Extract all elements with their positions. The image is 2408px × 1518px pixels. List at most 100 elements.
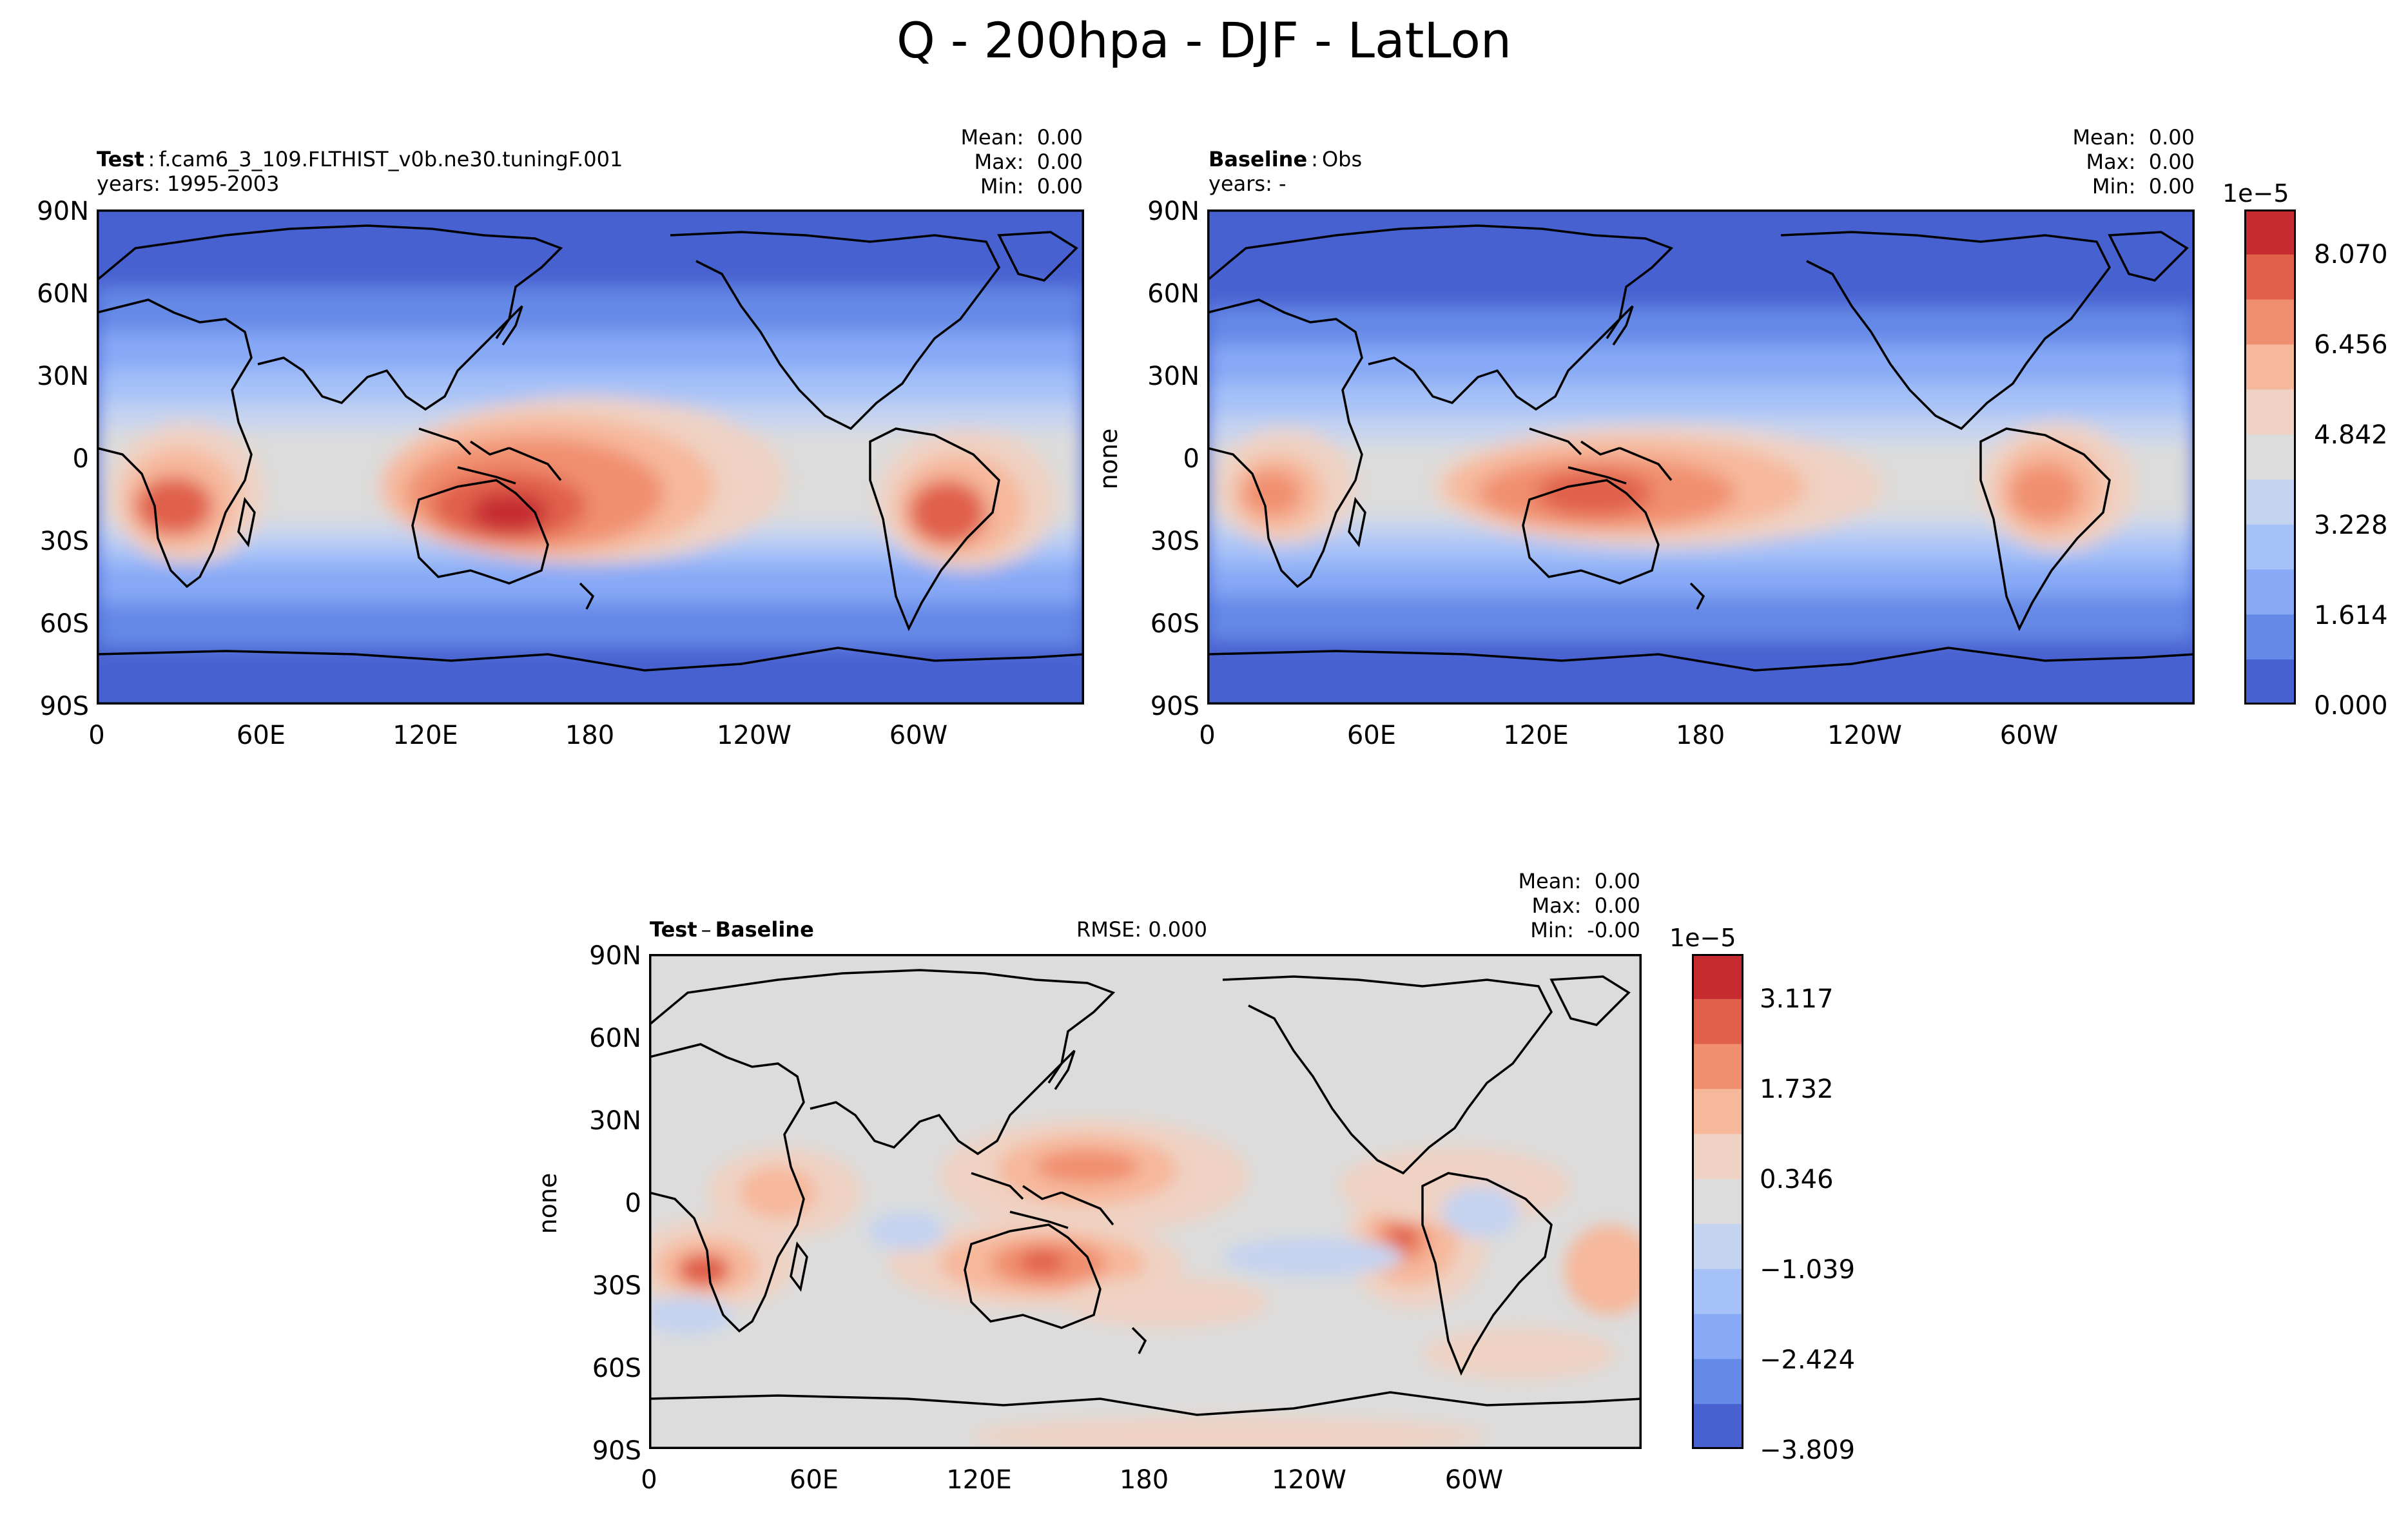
diff-colorbar-swatch	[1692, 1404, 1743, 1449]
diff-max-label: Max:	[1531, 893, 1582, 918]
diff-colorbar-swatch	[1692, 1359, 1743, 1405]
diff-label-bold: Test	[650, 917, 697, 942]
diff-ylabel: none	[534, 1173, 562, 1234]
diff-min-value: -0.00	[1587, 918, 1640, 942]
figure-title: Q - 200hpa - DJF - LatLon	[896, 12, 1512, 69]
baseline-max-value: 0.00	[2148, 150, 2195, 174]
baseline-lat-tick: 0	[1183, 444, 1199, 474]
test-lat-tick: 90N	[37, 197, 89, 226]
diff-colorbar-swatch	[1692, 998, 1743, 1045]
diff-colorbar-label: 1.732	[1760, 1075, 1834, 1104]
baseline-map-frame	[1207, 209, 2195, 705]
diff-lat-tick: 30S	[592, 1271, 641, 1301]
diff-lon-tick: 60E	[789, 1465, 839, 1495]
diff-lat-tick: 30N	[589, 1106, 641, 1136]
baseline-lon-tick: 120E	[1503, 721, 1569, 750]
baseline-mean-value: 0.00	[2148, 125, 2195, 150]
diff-lon-tick: 120E	[946, 1465, 1012, 1495]
diff-colorbar-swatch	[1692, 1089, 1743, 1134]
diff-colorbar-swatch	[1692, 954, 1743, 1000]
diff-colorbar-swatch	[1692, 1269, 1743, 1315]
top-colorbar-exponent: 1e−5	[2222, 179, 2289, 208]
test-lon-tick: 180	[565, 721, 615, 750]
test-lon-tick: 120W	[717, 721, 791, 750]
diff-colorbar-swatch	[1692, 1044, 1743, 1090]
diff-panel-label: Test – Baseline	[650, 917, 814, 942]
top-colorbar-label: 6.456	[2314, 330, 2388, 360]
top-colorbar-swatch	[2244, 614, 2296, 660]
diff-colorbar	[1692, 954, 1743, 1449]
baseline-lat-tick: 90S	[1150, 692, 1199, 721]
test-lat-tick: 60S	[39, 609, 89, 639]
diff-colorbar-label: 3.117	[1760, 984, 1834, 1014]
diff-lat-tick: 0	[625, 1189, 641, 1218]
baseline-mean-label: Mean:	[2072, 125, 2136, 150]
test-max-value: 0.00	[1036, 150, 1083, 174]
diff-rmse: RMSE: 0.000	[1076, 917, 1207, 942]
diff-lon-tick: 60W	[1444, 1465, 1504, 1495]
test-lon-tick: 120E	[393, 721, 458, 750]
baseline-lat-tick: 30N	[1147, 362, 1199, 391]
test-label-sep: :	[148, 147, 155, 171]
diff-mean-value: 0.00	[1594, 869, 1640, 893]
diff-lon-tick: 180	[1119, 1465, 1169, 1495]
diff-stats: Mean: 0.00 Max: 0.00 Min: -0.00	[677, 869, 1640, 942]
test-mean-value: 0.00	[1036, 125, 1083, 150]
diff-colorbar-swatch	[1692, 1179, 1743, 1225]
diff-colorbar-label: −2.424	[1760, 1345, 1856, 1375]
top-colorbar-frame	[2244, 209, 2296, 705]
baseline-lon-tick: 180	[1675, 721, 1725, 750]
baseline-lat-tick: 60S	[1150, 609, 1199, 639]
top-colorbar-swatch	[2244, 434, 2296, 480]
top-colorbar-swatch	[2244, 344, 2296, 390]
test-stats: Mean: 0.00 Max: 0.00 Min: 0.00	[889, 125, 1083, 199]
top-colorbar-label: 4.842	[2314, 420, 2388, 450]
diff-map	[649, 954, 1642, 1449]
diff-lon-tick: 0	[641, 1465, 657, 1495]
test-lat-tick: 30S	[39, 527, 89, 556]
test-lat-tick: 90S	[39, 692, 89, 721]
baseline-lat-tick: 90N	[1147, 197, 1199, 226]
baseline-coastlines	[1207, 224, 2195, 672]
top-colorbar	[2244, 209, 2296, 705]
diff-colorbar-swatch	[1692, 1223, 1743, 1270]
top-colorbar-swatch	[2244, 479, 2296, 525]
baseline-lat-tick: 30S	[1150, 527, 1199, 556]
top-colorbar-swatch	[2244, 254, 2296, 300]
test-map	[97, 209, 1084, 705]
test-years: years: 1995-2003	[97, 171, 280, 196]
diff-label-bold2: Baseline	[715, 917, 814, 942]
diff-colorbar-exponent: 1e−5	[1669, 924, 1736, 952]
diff-map-frame	[649, 954, 1642, 1449]
diff-min-label: Min:	[1530, 918, 1574, 942]
diff-lat-tick: 60S	[592, 1354, 641, 1383]
top-colorbar-swatch	[2244, 569, 2296, 615]
test-map-frame	[97, 209, 1084, 705]
baseline-lon-tick: 120W	[1827, 721, 1902, 750]
test-lat-tick: 30N	[37, 362, 89, 391]
baseline-label-sep: :	[1311, 147, 1318, 171]
baseline-max-label: Max:	[2086, 150, 2136, 174]
baseline-min-label: Min:	[2092, 174, 2136, 199]
baseline-lon-tick: 60W	[1999, 721, 2059, 750]
baseline-label-case: Obs	[1321, 147, 1363, 171]
top-colorbar-swatch	[2244, 209, 2296, 255]
diff-colorbar-swatch	[1692, 1134, 1743, 1180]
diff-colorbar-label: −3.809	[1760, 1435, 1856, 1465]
test-lon-tick: 60W	[889, 721, 948, 750]
test-mean-label: Mean:	[960, 125, 1024, 150]
diff-colorbar-label: 0.346	[1760, 1165, 1834, 1194]
baseline-label-bold: Baseline	[1209, 147, 1308, 171]
test-lon-tick: 60E	[236, 721, 286, 750]
baseline-years: years: -	[1209, 171, 1287, 196]
test-min-value: 0.00	[1036, 174, 1083, 199]
diff-max-value: 0.00	[1594, 893, 1640, 918]
test-panel-label: Test: f.cam6_3_109.FLTHIST_v0b.ne30.tunin…	[97, 147, 623, 171]
baseline-lon-tick: 60E	[1346, 721, 1397, 750]
diff-colorbar-label: −1.039	[1760, 1255, 1856, 1285]
test-coastlines	[97, 224, 1084, 672]
diff-lat-tick: 60N	[589, 1024, 641, 1053]
top-colorbar-label: 8.070	[2314, 240, 2388, 269]
baseline-lat-tick: 60N	[1147, 279, 1199, 309]
top-colorbar-swatch	[2244, 659, 2296, 705]
